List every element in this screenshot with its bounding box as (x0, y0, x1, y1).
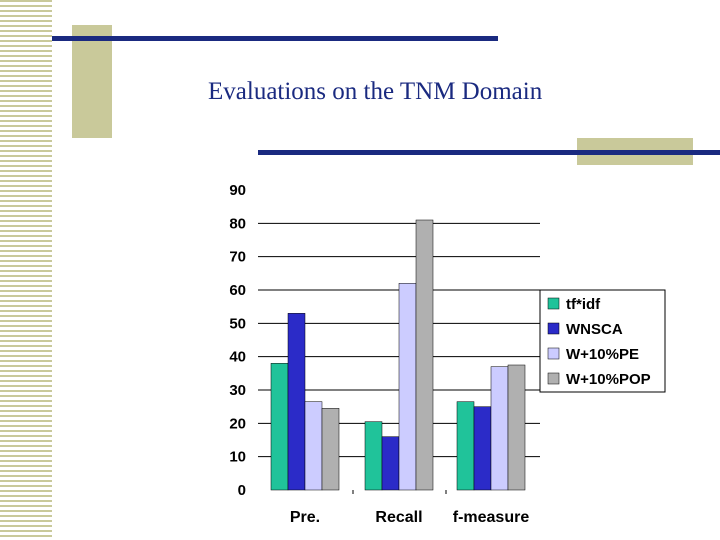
legend-label: tf*idf (566, 296, 601, 313)
x-category-label: Pre. (290, 509, 320, 526)
bars-layer (270, 219, 526, 491)
y-tick-label: 70 (229, 249, 246, 266)
y-tick-label: 50 (229, 315, 246, 332)
decorative-block-left (72, 25, 112, 138)
x-category-label: Recall (375, 509, 422, 526)
y-tick-label: 10 (229, 449, 246, 466)
y-tick-label: 90 (229, 182, 246, 199)
decorative-line-right (258, 150, 720, 155)
legend-label: WNSCA (566, 321, 623, 338)
legend-swatch (547, 347, 560, 360)
bar (381, 436, 400, 491)
y-tick-label: 20 (229, 415, 246, 432)
bar (398, 283, 417, 491)
bar (321, 408, 340, 491)
decorative-line-top (52, 36, 498, 41)
x-category-label: f-measure (453, 509, 530, 526)
legend-box (539, 289, 666, 393)
y-tick-label: 40 (229, 349, 246, 366)
bar (287, 313, 306, 491)
bar (490, 366, 509, 491)
legend-swatch (547, 322, 560, 335)
legend-swatch (547, 372, 560, 385)
legend: tf*idf WNSCA W+10%PE W+10%POP (539, 289, 666, 393)
y-tick-label: 30 (229, 382, 246, 399)
y-tick-label: 0 (238, 482, 246, 499)
bar (304, 401, 323, 491)
bar (473, 406, 492, 491)
legend-label: W+10%POP (566, 371, 651, 388)
bar (270, 363, 289, 491)
y-tick-label: 60 (229, 282, 246, 299)
bar (456, 401, 475, 491)
bar (507, 364, 526, 491)
slide-title: Evaluations on the TNM Domain (208, 78, 543, 105)
axis-layer: 0 10 20 30 40 50 60 70 80 90 Pre. Recall f-measure (229, 182, 529, 526)
y-tick-label: 80 (229, 215, 246, 232)
decorative-stripe-bar (0, 0, 52, 540)
legend-swatch (547, 297, 560, 310)
legend-label: W+10%PE (566, 346, 639, 363)
bar (364, 421, 383, 491)
bar (415, 219, 434, 491)
